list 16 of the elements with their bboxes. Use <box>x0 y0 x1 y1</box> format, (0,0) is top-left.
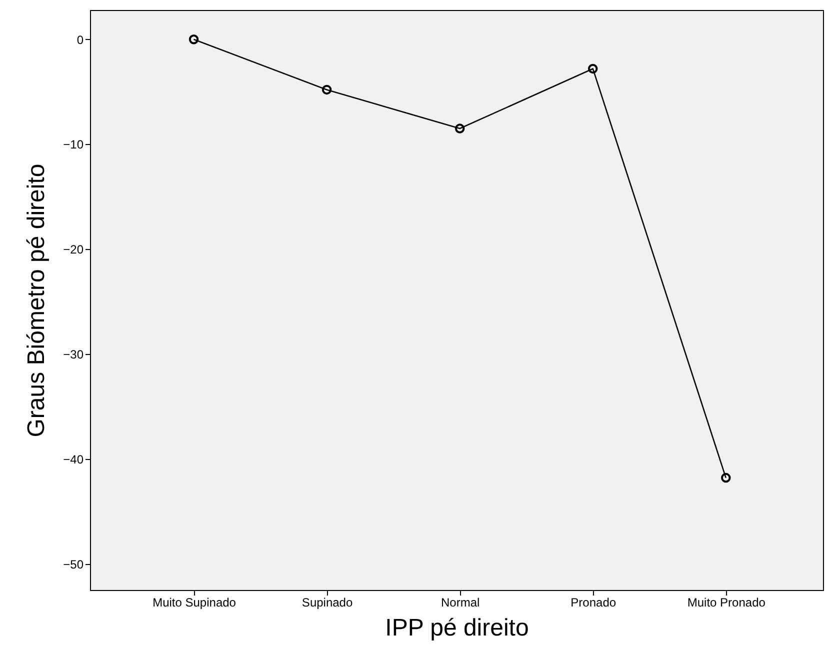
x-tick-label: Muito Supinado <box>152 596 236 610</box>
y-tick-label: 0 <box>76 32 84 47</box>
point <box>322 84 332 95</box>
x-tick-label: Normal <box>440 596 480 610</box>
y-tick-label: −40 <box>63 452 84 466</box>
point <box>454 124 465 134</box>
x-axis-title: IPP pé direito <box>385 614 529 642</box>
y-tick-label: −50 <box>63 557 84 572</box>
y-axis-title: Graus Biómetro pé direito <box>23 164 50 438</box>
point <box>588 64 598 74</box>
x-tick-label: Supinado <box>302 596 353 610</box>
x-tick-label: Pronado <box>570 596 616 610</box>
x-tick-label: Muito Pronado <box>687 596 766 610</box>
y-tick-label: −20 <box>63 242 84 257</box>
y-tick-label: −10 <box>63 138 84 152</box>
y-tick-label: −30 <box>63 348 84 362</box>
